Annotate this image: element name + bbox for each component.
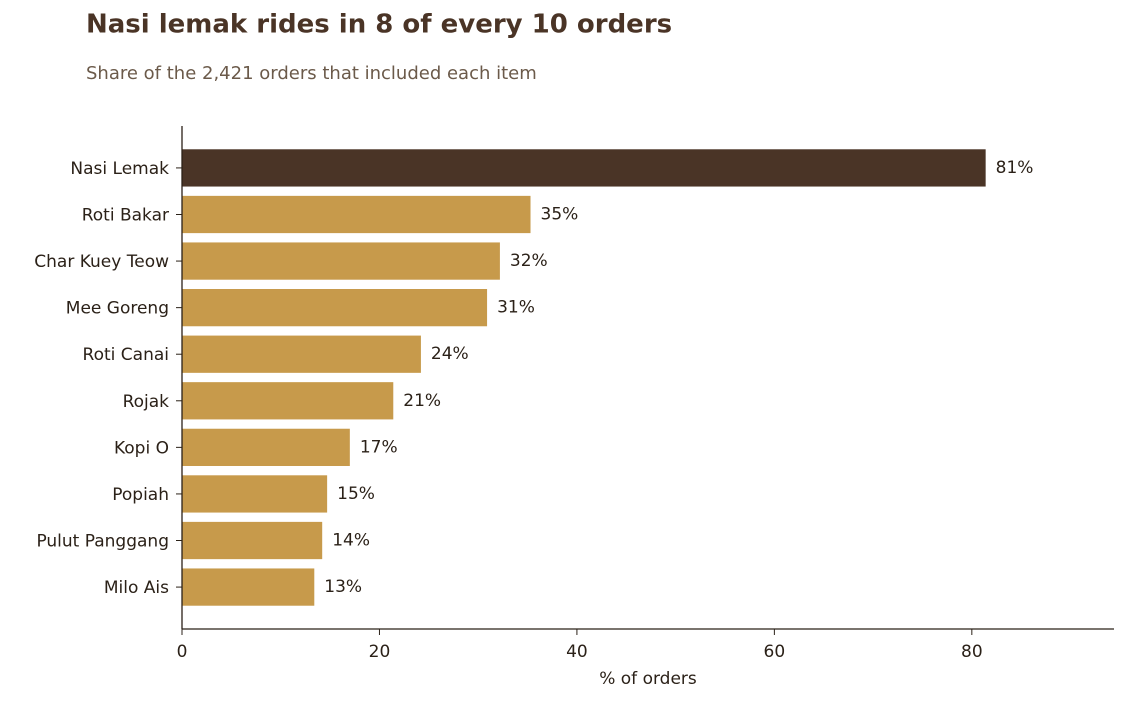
data-label: 21% <box>403 391 441 411</box>
y-tick-label: Milo Ais <box>104 578 169 598</box>
chart-subtitle: Share of the 2,421 orders that included … <box>86 63 537 84</box>
data-label: 14% <box>332 531 370 551</box>
bar <box>182 428 350 466</box>
data-label: 24% <box>431 344 469 364</box>
bar <box>182 382 394 420</box>
y-tick-label: Nasi Lemak <box>70 159 169 179</box>
y-tick-label: Mee Goreng <box>66 299 169 319</box>
bar <box>182 335 421 373</box>
bar <box>182 149 986 187</box>
bar <box>182 568 315 606</box>
bar <box>182 521 323 560</box>
y-tick-label: Roti Canai <box>83 345 169 365</box>
y-tick-label: Rojak <box>123 392 170 412</box>
x-tick-label: 60 <box>764 642 786 662</box>
bar <box>182 289 488 327</box>
x-tick-label: 20 <box>369 642 391 662</box>
data-label: 81% <box>996 158 1034 178</box>
data-label: 35% <box>541 204 579 224</box>
y-tick-label: Popiah <box>112 485 169 505</box>
y-tick-label: Pulut Panggang <box>36 532 169 552</box>
y-tick-label: Roti Bakar <box>82 205 169 225</box>
chart-title: Nasi lemak rides in 8 of every 10 orders <box>86 10 672 40</box>
bar <box>182 195 531 234</box>
x-axis-label: % of orders <box>599 669 697 689</box>
y-tick-label: Char Kuey Teow <box>34 252 169 272</box>
x-tick-label: 40 <box>566 642 588 662</box>
bar <box>182 242 500 280</box>
x-tick-label: 80 <box>961 642 983 662</box>
data-label: 15% <box>337 484 375 504</box>
bar <box>182 475 328 513</box>
data-label: 17% <box>360 437 398 457</box>
data-label: 32% <box>510 251 548 271</box>
y-tick-label: Kopi O <box>114 438 169 458</box>
x-tick-label: 0 <box>177 642 188 662</box>
data-label: 13% <box>324 577 362 597</box>
data-label: 31% <box>497 298 535 318</box>
